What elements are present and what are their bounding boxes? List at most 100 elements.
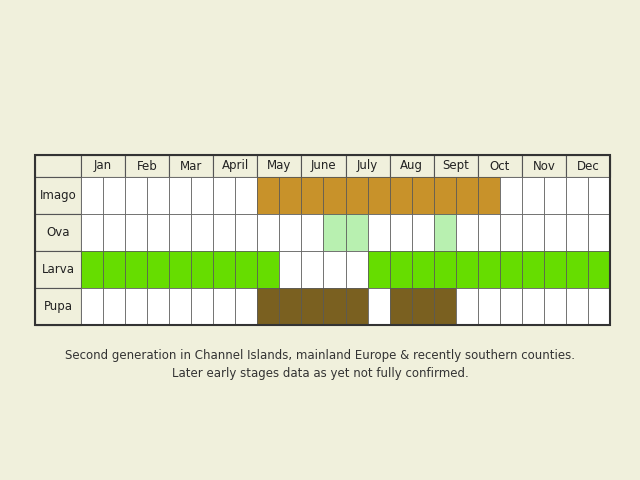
Bar [147, 251, 169, 288]
Text: Pupa: Pupa [44, 300, 72, 313]
Bar [544, 288, 566, 325]
Bar [125, 251, 147, 288]
Bar [544, 214, 566, 251]
Bar [544, 251, 566, 288]
Bar [257, 177, 280, 214]
Bar [477, 214, 500, 251]
Bar [390, 251, 412, 288]
Bar [125, 177, 147, 214]
Bar [566, 251, 588, 288]
Bar [213, 177, 236, 214]
Bar [35, 155, 81, 177]
Bar [390, 214, 412, 251]
Text: Jan: Jan [94, 159, 112, 172]
Bar [412, 177, 434, 214]
Bar [191, 251, 213, 288]
Bar [147, 177, 169, 214]
Bar [35, 155, 610, 325]
Bar [367, 251, 390, 288]
Bar [390, 155, 434, 177]
Bar [81, 155, 125, 177]
Bar [301, 214, 323, 251]
Text: July: July [357, 159, 378, 172]
Bar [367, 214, 390, 251]
Bar [477, 288, 500, 325]
Bar [323, 214, 346, 251]
Bar [169, 155, 213, 177]
Bar [301, 288, 323, 325]
Bar [500, 288, 522, 325]
Text: Mar: Mar [180, 159, 202, 172]
Bar [522, 288, 544, 325]
Bar [346, 155, 390, 177]
Bar [412, 288, 434, 325]
Bar [81, 251, 103, 288]
Bar [323, 288, 346, 325]
Bar [169, 214, 191, 251]
Bar [566, 214, 588, 251]
Text: Larva: Larva [42, 263, 74, 276]
Bar [213, 251, 236, 288]
Bar [500, 214, 522, 251]
Bar [125, 214, 147, 251]
Bar [522, 214, 544, 251]
Bar [169, 177, 191, 214]
Bar [213, 214, 236, 251]
Bar [346, 251, 367, 288]
Bar [301, 177, 323, 214]
Text: Ova: Ova [46, 226, 70, 239]
Bar [169, 288, 191, 325]
Bar [522, 155, 566, 177]
Bar [81, 214, 103, 251]
Bar [456, 177, 477, 214]
Bar [323, 251, 346, 288]
Bar [103, 214, 125, 251]
Bar [236, 288, 257, 325]
Bar [301, 155, 346, 177]
Bar [280, 214, 301, 251]
Text: Dec: Dec [577, 159, 599, 172]
Bar [257, 155, 301, 177]
Bar [35, 251, 81, 288]
Bar [191, 288, 213, 325]
Bar [280, 251, 301, 288]
Bar [434, 214, 456, 251]
Bar [236, 177, 257, 214]
Text: April: April [221, 159, 249, 172]
Bar [412, 251, 434, 288]
Bar [390, 288, 412, 325]
Bar [456, 251, 477, 288]
Bar [103, 251, 125, 288]
Bar [588, 288, 610, 325]
Bar [103, 288, 125, 325]
Text: Sept: Sept [442, 159, 469, 172]
Bar [257, 288, 280, 325]
Bar [35, 214, 81, 251]
Bar [236, 251, 257, 288]
Bar [566, 177, 588, 214]
Text: Aug: Aug [400, 159, 423, 172]
Bar [566, 288, 588, 325]
Bar [500, 177, 522, 214]
Bar [588, 177, 610, 214]
Text: Later early stages data as yet not fully confirmed.: Later early stages data as yet not fully… [172, 367, 468, 380]
Bar [169, 251, 191, 288]
Text: Oct: Oct [490, 159, 510, 172]
Bar [412, 214, 434, 251]
Bar [35, 288, 81, 325]
Bar [522, 177, 544, 214]
Bar [367, 288, 390, 325]
Bar [456, 214, 477, 251]
Bar [213, 288, 236, 325]
Bar [323, 177, 346, 214]
Bar [500, 251, 522, 288]
Bar [280, 288, 301, 325]
Bar [236, 214, 257, 251]
Bar [125, 288, 147, 325]
Bar [35, 177, 81, 214]
Bar [456, 288, 477, 325]
Bar [477, 155, 522, 177]
Text: Imago: Imago [40, 189, 76, 202]
Text: Second generation in Channel Islands, mainland Europe & recently southern counti: Second generation in Channel Islands, ma… [65, 348, 575, 361]
Bar [477, 251, 500, 288]
